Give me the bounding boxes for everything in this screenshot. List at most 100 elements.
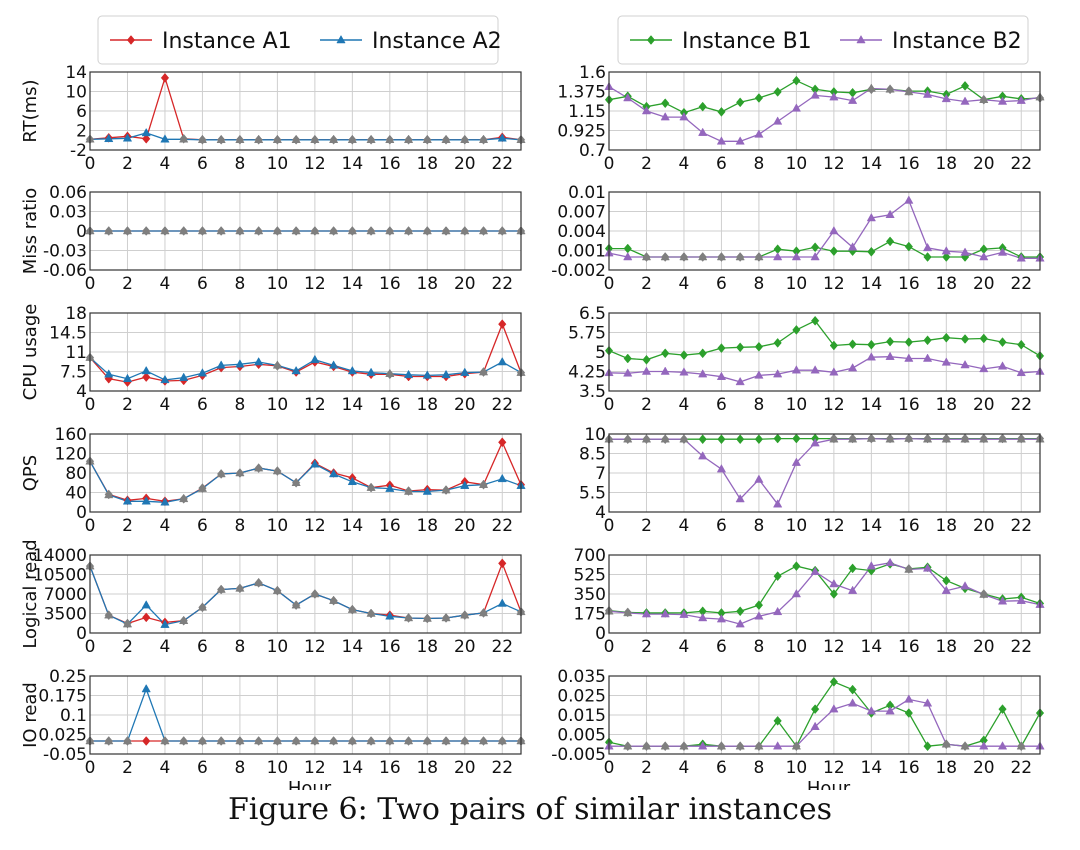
data-point <box>366 735 376 745</box>
x-tick-label: 6 <box>716 154 727 174</box>
data-point <box>960 741 970 750</box>
data-point <box>235 735 245 745</box>
data-point <box>122 496 133 505</box>
data-point <box>216 735 226 745</box>
data-point <box>347 365 357 375</box>
data-point <box>847 434 858 443</box>
data-point <box>310 735 320 745</box>
data-point <box>904 86 914 96</box>
y-tick-label: 350 <box>574 585 606 605</box>
data-point <box>792 75 801 86</box>
x-tick-label: 8 <box>753 516 764 536</box>
data-point <box>904 195 914 204</box>
data-point <box>235 583 245 592</box>
data-point <box>422 370 432 379</box>
data-point <box>441 485 451 494</box>
x-tick-label: 14 <box>342 516 364 536</box>
x-tick-label: 22 <box>1010 637 1032 657</box>
data-point <box>792 433 801 444</box>
data-point <box>310 459 320 468</box>
data-point <box>829 92 839 101</box>
data-point <box>810 251 820 261</box>
x-tick-label: 2 <box>641 516 652 536</box>
x-tick-label: 0 <box>604 395 615 415</box>
data-point <box>829 578 839 588</box>
x-tick-label: 12 <box>304 637 326 657</box>
data-point <box>197 602 208 611</box>
data-point <box>773 369 783 378</box>
x-tick-label: 14 <box>861 516 883 536</box>
data-point <box>754 129 764 138</box>
x-tick-label: 6 <box>197 758 208 778</box>
data-point <box>142 736 151 746</box>
data-point <box>460 480 470 489</box>
x-tick-label: 0 <box>604 637 615 657</box>
data-point <box>1016 741 1026 750</box>
data-point <box>1016 595 1026 604</box>
y-tick-label: 5.5 <box>579 484 606 504</box>
x-axis-label: Hour <box>288 778 332 790</box>
y-tick-label: 120 <box>55 445 87 465</box>
data-point <box>366 367 376 376</box>
y-tick-label: 0.06 <box>49 183 87 203</box>
data-point <box>310 354 320 364</box>
x-tick-label: 6 <box>197 395 208 415</box>
data-point <box>829 704 839 713</box>
plot-frame <box>89 433 522 513</box>
y-tick-label: 0.1 <box>60 706 87 726</box>
x-tick-label: 12 <box>304 395 326 415</box>
y-axis-label: Miss ratio <box>20 188 41 275</box>
data-point <box>403 369 414 379</box>
x-tick-label: 14 <box>342 274 364 294</box>
data-point <box>403 486 414 495</box>
data-point <box>979 94 989 103</box>
plot-frame <box>89 554 522 634</box>
y-tick-label: 175 <box>574 605 606 625</box>
x-tick-label: 4 <box>160 516 171 536</box>
data-point <box>291 365 301 375</box>
plot-frame <box>608 312 1041 392</box>
data-point <box>141 225 151 235</box>
data-point <box>679 367 689 376</box>
data-point <box>291 735 301 745</box>
data-point <box>347 735 357 745</box>
data-point <box>810 721 820 730</box>
x-tick-label: 22 <box>491 516 513 536</box>
x-tick-label: 18 <box>935 395 957 415</box>
data-point <box>942 252 951 262</box>
data-point <box>867 246 876 257</box>
data-point <box>441 225 451 235</box>
data-point <box>885 557 895 567</box>
x-tick-label: 14 <box>342 758 364 778</box>
data-point <box>235 134 245 144</box>
data-point <box>478 367 489 376</box>
data-point <box>810 566 820 575</box>
x-tick-label: 0 <box>85 395 96 415</box>
data-point <box>366 482 376 491</box>
plot-frame <box>608 675 1041 755</box>
x-tick-label: 8 <box>753 637 764 657</box>
x-tick-label: 8 <box>753 274 764 294</box>
x-tick-label: 12 <box>304 154 326 174</box>
data-point <box>754 741 764 750</box>
data-point <box>498 558 507 569</box>
x-tick-label: 16 <box>379 516 401 536</box>
data-point <box>941 434 951 443</box>
data-point <box>160 225 170 235</box>
data-point <box>660 366 670 375</box>
y-tick-label: 10500 <box>33 566 87 586</box>
data-point <box>623 251 633 261</box>
data-point <box>716 464 727 473</box>
data-point <box>754 474 764 483</box>
data-point <box>441 735 451 745</box>
data-point <box>979 741 989 750</box>
x-tick-label: 12 <box>823 274 845 294</box>
data-point <box>885 351 895 360</box>
x-tick-label: 20 <box>973 637 995 657</box>
data-point <box>754 93 764 103</box>
data-point <box>104 610 114 619</box>
figure-caption: Figure 6: Two pairs of similar instances <box>227 792 833 827</box>
series-line <box>609 437 1040 506</box>
data-point <box>122 225 133 235</box>
